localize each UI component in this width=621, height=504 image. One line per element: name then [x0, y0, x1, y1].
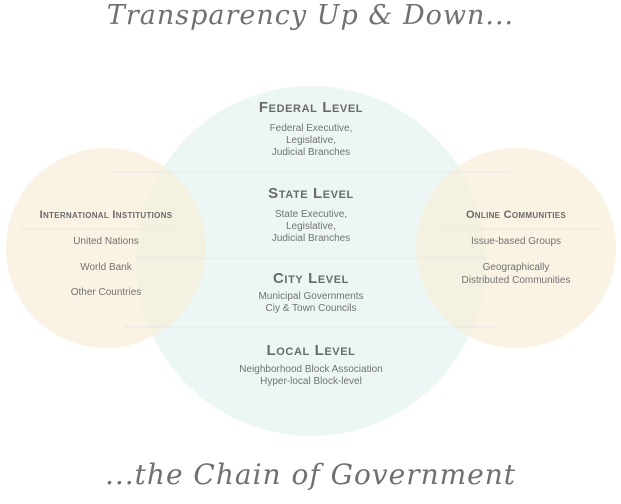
state-level-heading: State Level	[268, 185, 354, 202]
international-institutions-heading: International Institutions	[39, 209, 173, 221]
description-line: Ciy & Town Councils	[265, 303, 357, 314]
city-level-description: Municipal Governments Ciy & Town Council…	[211, 291, 411, 315]
list-item: Issue-based Groups	[416, 236, 616, 249]
description-line: Legislative,	[285, 135, 337, 146]
list-item: United Nations	[73, 236, 139, 247]
state-level-description: State Executive, Legislative, Judicial B…	[211, 209, 411, 245]
item-line: Geographically	[482, 262, 550, 273]
left-circle	[6, 148, 206, 348]
list-item: World Bank	[80, 262, 132, 273]
list-item: Other Countries	[70, 287, 142, 298]
description-line: Hyper-local Block-level	[260, 376, 362, 387]
city-level-heading: City Level	[272, 270, 349, 287]
list-item: Geographically Distributed Communities	[416, 262, 616, 287]
local-level-heading: Local Level	[266, 342, 356, 359]
local-level-description: Neighborhood Block Association Hyper-loc…	[211, 364, 411, 388]
description-line: Judicial Branches	[271, 233, 351, 244]
description-line: Municipal Governments	[258, 291, 364, 302]
item-line: Distributed Communities	[461, 274, 571, 286]
description-line: Federal Executive,	[269, 123, 353, 134]
federal-level-heading: Federal Level	[258, 99, 364, 116]
online-communities-heading: Online Communities	[465, 209, 567, 221]
center-dividers	[112, 171, 510, 328]
right-circle	[416, 148, 616, 348]
description-line: Judicial Branches	[271, 147, 351, 158]
description-line: Legislative,	[285, 221, 337, 232]
federal-level-description: Federal Executive, Legislative, Judicial…	[211, 123, 411, 159]
page-footer: ...the Chain of Government	[104, 458, 517, 491]
page-title: Transparency Up & Down...	[106, 0, 515, 31]
description-line: State Executive,	[274, 209, 348, 220]
description-line: Neighborhood Block Association	[239, 364, 383, 375]
center-circle	[136, 86, 486, 436]
item-line: Issue-based Groups	[470, 236, 562, 247]
